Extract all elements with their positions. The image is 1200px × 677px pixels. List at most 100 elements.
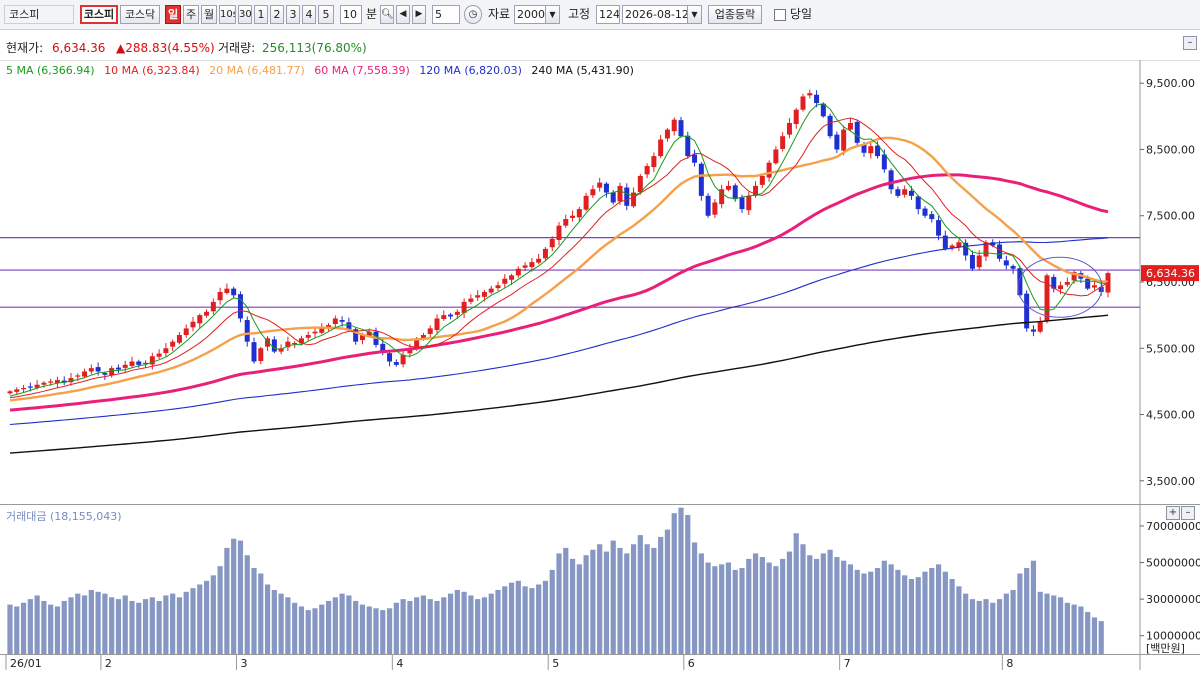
candle[interactable] xyxy=(895,189,901,196)
volume-bar[interactable] xyxy=(915,577,921,654)
fixed-input[interactable]: 124 xyxy=(596,5,620,24)
volume-bar[interactable] xyxy=(1078,606,1084,654)
volume-chart-panel[interactable]: 70000000 50000000 30000000 10000000 거래대금 (1… xyxy=(0,504,1200,654)
candle[interactable] xyxy=(800,96,806,110)
volume-bar[interactable] xyxy=(264,584,271,654)
candle[interactable] xyxy=(976,255,982,268)
candle[interactable] xyxy=(475,295,481,298)
candle[interactable] xyxy=(610,192,616,203)
volume-bar[interactable] xyxy=(271,589,277,654)
volume-bar[interactable] xyxy=(630,544,637,654)
volume-bar[interactable] xyxy=(481,597,488,654)
volume-bar[interactable] xyxy=(942,571,948,654)
volume-bar[interactable] xyxy=(800,544,806,654)
candle[interactable] xyxy=(969,254,975,269)
candle[interactable] xyxy=(488,288,494,293)
volume-bar[interactable] xyxy=(1064,602,1070,654)
candle[interactable] xyxy=(109,368,115,376)
candle[interactable] xyxy=(292,342,298,345)
candle[interactable] xyxy=(854,121,860,143)
volume-bar[interactable] xyxy=(698,553,704,654)
candle[interactable] xyxy=(14,389,20,392)
volume-bar[interactable] xyxy=(969,599,976,654)
volume-bar[interactable] xyxy=(956,586,962,654)
volume-bar[interactable] xyxy=(854,569,860,654)
candle[interactable] xyxy=(888,170,894,190)
candle[interactable] xyxy=(407,348,413,354)
candle[interactable] xyxy=(21,388,27,390)
volume-bar[interactable] xyxy=(447,593,454,654)
candle[interactable] xyxy=(170,341,176,347)
candle[interactable] xyxy=(420,335,426,339)
candle[interactable] xyxy=(210,301,216,312)
candle[interactable] xyxy=(536,258,542,263)
candle[interactable] xyxy=(739,197,745,210)
volume-bar[interactable] xyxy=(142,599,149,654)
volume-bar[interactable] xyxy=(522,586,528,654)
volume-bar[interactable] xyxy=(712,566,718,654)
candle[interactable] xyxy=(454,311,460,315)
candle[interactable] xyxy=(807,93,813,96)
data-count-select[interactable]: 2000 ▼ xyxy=(514,5,560,24)
volume-bar[interactable] xyxy=(454,589,460,654)
candle[interactable] xyxy=(1010,265,1016,269)
volume-bar[interactable] xyxy=(278,593,284,654)
candle[interactable] xyxy=(82,371,88,377)
volume-bar[interactable] xyxy=(996,599,1003,654)
candle[interactable] xyxy=(1051,276,1057,289)
candle[interactable] xyxy=(461,301,467,313)
candle[interactable] xyxy=(88,368,94,372)
volume-bar[interactable] xyxy=(305,610,311,654)
period-30s-button[interactable]: 30s xyxy=(238,5,252,24)
candle[interactable] xyxy=(224,288,230,294)
chevron-down-icon[interactable]: ▼ xyxy=(545,6,559,23)
candle[interactable] xyxy=(1098,286,1104,292)
volume-bar[interactable] xyxy=(949,579,955,654)
candle[interactable] xyxy=(48,381,54,383)
candle[interactable] xyxy=(725,185,731,190)
candle[interactable] xyxy=(563,219,569,226)
candle[interactable] xyxy=(542,248,548,259)
candle[interactable] xyxy=(312,331,318,334)
volume-bar[interactable] xyxy=(990,602,996,654)
candle[interactable] xyxy=(902,189,908,195)
volume-bar[interactable] xyxy=(766,562,772,654)
volume-bar[interactable] xyxy=(400,599,406,654)
period-monthly-button[interactable]: 월 xyxy=(201,5,217,24)
volume-bar[interactable] xyxy=(353,600,359,654)
volume-bar[interactable] xyxy=(529,588,535,654)
candle[interactable] xyxy=(515,268,521,276)
candle[interactable] xyxy=(1030,329,1036,332)
candle[interactable] xyxy=(258,348,264,361)
candle[interactable] xyxy=(41,382,47,385)
volume-bar[interactable] xyxy=(963,593,969,654)
candle[interactable] xyxy=(115,367,121,370)
annotation-ellipse[interactable] xyxy=(1017,256,1103,318)
volume-bar[interactable] xyxy=(895,569,901,654)
candle[interactable] xyxy=(204,311,210,316)
volume-bar[interactable] xyxy=(380,610,386,654)
candle[interactable] xyxy=(915,196,921,210)
candle[interactable] xyxy=(95,367,101,372)
volume-bar[interactable] xyxy=(285,597,291,654)
chevron-down-icon[interactable]: ▼ xyxy=(687,6,701,23)
volume-bar[interactable] xyxy=(1085,611,1091,654)
candle[interactable] xyxy=(549,238,555,248)
candle[interactable] xyxy=(847,122,853,130)
candle[interactable] xyxy=(1091,285,1097,288)
candle[interactable] xyxy=(1071,272,1077,281)
volume-bar[interactable] xyxy=(658,536,664,654)
candle[interactable] xyxy=(353,329,359,342)
candle[interactable] xyxy=(156,353,162,357)
volume-bar[interactable] xyxy=(617,547,623,654)
candle[interactable] xyxy=(7,391,13,394)
volume-bar[interactable] xyxy=(156,600,162,654)
volume-bar[interactable] xyxy=(298,606,305,654)
volume-bar[interactable] xyxy=(386,608,393,654)
volume-bar[interactable] xyxy=(170,593,176,654)
volume-bar[interactable] xyxy=(325,600,332,654)
volume-bar[interactable] xyxy=(176,597,183,654)
candle[interactable] xyxy=(319,328,325,333)
volume-bar[interactable] xyxy=(149,597,155,654)
volume-bar[interactable] xyxy=(102,593,108,654)
